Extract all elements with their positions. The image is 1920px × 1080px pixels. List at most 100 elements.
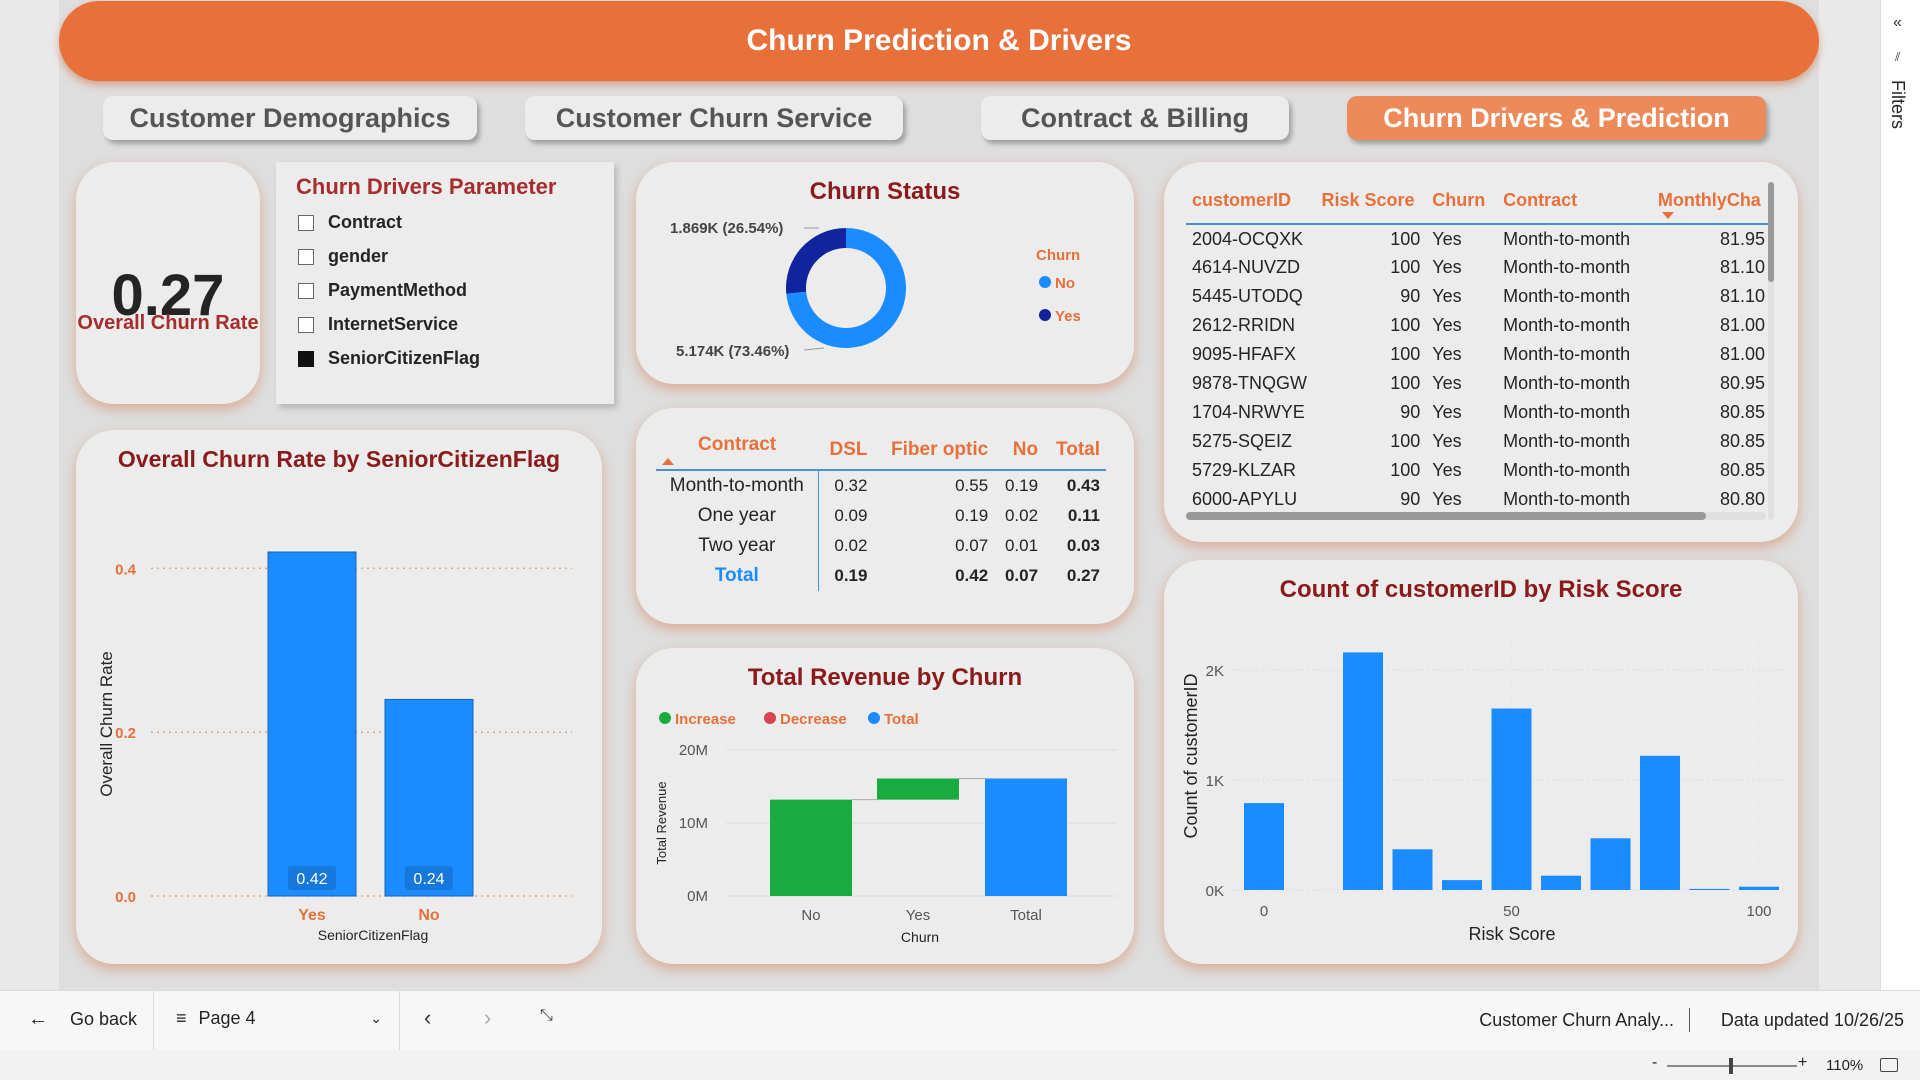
- donut-label-no: 5.174K (73.46%): [676, 343, 789, 360]
- table-cell: 1704-NRWYE: [1192, 402, 1305, 422]
- matrix-header-contract[interactable]: Contract: [656, 430, 819, 471]
- table-row[interactable]: 2612-RRIDN 100 Yes Month-to-month 81.00: [1186, 311, 1771, 340]
- table-cell: 2004-OCQXK: [1192, 228, 1304, 249]
- go-back-button[interactable]: ← Go back: [28, 1008, 138, 1030]
- zoom-slider[interactable]: [1667, 1058, 1797, 1074]
- chart-title: Count of customerID by Risk Score: [1279, 576, 1683, 603]
- matrix-header-fiber[interactable]: Fiber optic: [873, 430, 995, 471]
- prev-page-button[interactable]: ‹: [424, 1005, 432, 1030]
- horizontal-scrollbar[interactable]: [1186, 512, 1766, 520]
- checkbox-icon[interactable]: [298, 248, 314, 265]
- churn-status-card: Churn Status 1.869K (26.54%) 5.174K (73.…: [636, 162, 1134, 384]
- col-header-contract[interactable]: Contract: [1497, 184, 1652, 225]
- tab-customer-demographics[interactable]: Customer Demographics: [103, 96, 477, 140]
- scrollbar-thumb[interactable]: [1768, 182, 1774, 282]
- waterfall-bar-yes: [877, 778, 959, 800]
- legend-item: Decrease: [780, 711, 847, 728]
- matrix-header-no[interactable]: No: [994, 430, 1045, 471]
- zoom-slider-thumb[interactable]: [1729, 1058, 1733, 1074]
- legend-no-marker: [1039, 276, 1051, 288]
- table-row[interactable]: 9095-HFAFX 100 Yes Month-to-month 81.00: [1186, 340, 1771, 369]
- y-tick-label: 1K: [1206, 773, 1224, 790]
- zoom-in-button[interactable]: +: [1798, 1054, 1808, 1071]
- table-row[interactable]: 2004-OCQXK 100 Yes Month-to-month 81.95: [1186, 224, 1771, 253]
- col-header-risk-score[interactable]: Risk Score: [1315, 184, 1427, 225]
- risk-bar: [1739, 886, 1779, 890]
- filter-icon[interactable]: ⫽: [1895, 50, 1901, 64]
- x-tick-label: Total: [1010, 907, 1042, 924]
- y-axis-label: Count of customerID: [1181, 673, 1201, 838]
- table-cell: 80.95: [1719, 373, 1765, 393]
- churn-senior-card: Overall Churn Rate by SeniorCitizenFlag …: [76, 430, 602, 964]
- slicer-item-seniorcitizenflag[interactable]: SeniorCitizenFlag: [298, 348, 480, 369]
- zoom-out-button[interactable]: -: [1652, 1054, 1658, 1071]
- data-updated: Data updated 10/26/25: [1720, 1010, 1904, 1030]
- col-header-customerid[interactable]: customerID: [1186, 184, 1316, 225]
- risk-score-chart: 0K 1K 2K 0 50 100 Risk Score Count of customerI…: [1181, 626, 1784, 944]
- y-tick-label: 0.0: [115, 889, 136, 906]
- table-cell: Yes: [1432, 431, 1462, 451]
- filters-label: Filters: [1888, 80, 1908, 129]
- y-tick-label: 0.4: [115, 561, 137, 578]
- table-cell: Yes: [1432, 373, 1462, 393]
- vertical-scrollbar[interactable]: [1768, 182, 1774, 520]
- contract-matrix: Contract DSL Fiber optic No Total Month-…: [656, 430, 1106, 591]
- checkbox-icon[interactable]: [298, 214, 314, 231]
- filters-pane[interactable]: « ⫽ Filters: [1880, 0, 1920, 990]
- col-header-churn[interactable]: Churn: [1426, 184, 1498, 225]
- col-header-monthlycharges[interactable]: MonthlyCha: [1651, 184, 1771, 225]
- y-tick-label: 2K: [1206, 663, 1224, 680]
- table-cell: Month-to-month: [1503, 373, 1631, 393]
- scrollbar-thumb[interactable]: [1186, 512, 1706, 520]
- slicer-item-gender[interactable]: gender: [298, 246, 388, 267]
- table-row[interactable]: 9878-TNQGW 100 Yes Month-to-month 80.95: [1186, 369, 1771, 398]
- legend-marker: [868, 712, 880, 724]
- table-cell: Month-to-month: [1503, 228, 1631, 249]
- table-cell: 100: [1390, 344, 1421, 364]
- sort-desc-icon: [1661, 212, 1674, 219]
- table-row[interactable]: 4614-NUVZD 100 Yes Month-to-month 81.10: [1186, 253, 1771, 282]
- checkbox-icon[interactable]: [298, 316, 314, 333]
- tab-customer-churn-service[interactable]: Customer Churn Service: [525, 96, 903, 140]
- slicer-item-paymentmethod[interactable]: PaymentMethod: [298, 280, 467, 301]
- table-cell: 81.00: [1719, 315, 1765, 335]
- checkbox-checked-icon[interactable]: [298, 350, 314, 367]
- table-row[interactable]: 5275-SQEIZ 100 Yes Month-to-month 80.85: [1186, 427, 1771, 456]
- matrix-header-dsl[interactable]: DSL: [818, 430, 874, 471]
- data-label-bg: [288, 866, 336, 890]
- slicer-item-contract[interactable]: Contract: [298, 212, 402, 233]
- divider: [399, 991, 400, 1051]
- page-selector[interactable]: ≡ Page 4 ⌄: [176, 1008, 382, 1028]
- table-cell: Month-to-month: [1503, 489, 1631, 509]
- slicer-item-internetservice[interactable]: InternetService: [298, 314, 458, 335]
- legend-no: No: [1055, 275, 1075, 292]
- matrix-row: Two year 0.02 0.07 0.01 0.03: [656, 531, 1106, 561]
- table-viewport: customerID Risk Score Churn Contract Mon…: [1164, 162, 1771, 522]
- fit-page-icon[interactable]: [1880, 1058, 1898, 1072]
- data-label: 0.42: [296, 871, 327, 888]
- tab-contract-billing[interactable]: Contract & Billing: [981, 96, 1289, 140]
- kpi-card: 0.27 Overall Churn Rate: [76, 162, 260, 404]
- next-page-button[interactable]: ›: [484, 1005, 492, 1030]
- table-cell: Month-to-month: [1503, 344, 1631, 364]
- bottom-nav-bar: ← Go back ≡ Page 4 ⌄ ‹ › ⤡ Customer Churn A…: [0, 990, 1920, 1051]
- table-cell: Month-to-month: [1503, 402, 1631, 422]
- table-row[interactable]: 6000-APYLU 90 Yes Month-to-month 80.80: [1186, 485, 1771, 514]
- data-label-bg: [405, 866, 453, 890]
- collapse-icon[interactable]: «: [1893, 14, 1902, 31]
- table-cell: 5729-KLZAR: [1192, 460, 1297, 480]
- table-row[interactable]: 1704-NRWYE 90 Yes Month-to-month 80.85: [1186, 398, 1771, 427]
- table-row[interactable]: 5445-UTODQ 90 Yes Month-to-month 81.10: [1186, 282, 1771, 311]
- fullscreen-exit-icon[interactable]: ⤡: [540, 1007, 553, 1024]
- table-cell: 80.85: [1719, 460, 1765, 480]
- x-tick-label: Yes: [298, 907, 326, 924]
- matrix-header-total[interactable]: Total: [1044, 430, 1106, 471]
- risk-bar: [1392, 849, 1433, 890]
- matrix-row: One year 0.09 0.19 0.02 0.11: [656, 501, 1106, 531]
- y-axis-label: Overall Churn Rate: [97, 651, 116, 797]
- table-row[interactable]: 5729-KLZAR 100 Yes Month-to-month 80.85: [1186, 456, 1771, 485]
- checkbox-icon[interactable]: [298, 282, 314, 299]
- table-cell: Yes: [1432, 402, 1462, 422]
- tab-churn-drivers-prediction[interactable]: Churn Drivers & Prediction: [1347, 96, 1766, 140]
- risk-bar: [1689, 888, 1730, 890]
